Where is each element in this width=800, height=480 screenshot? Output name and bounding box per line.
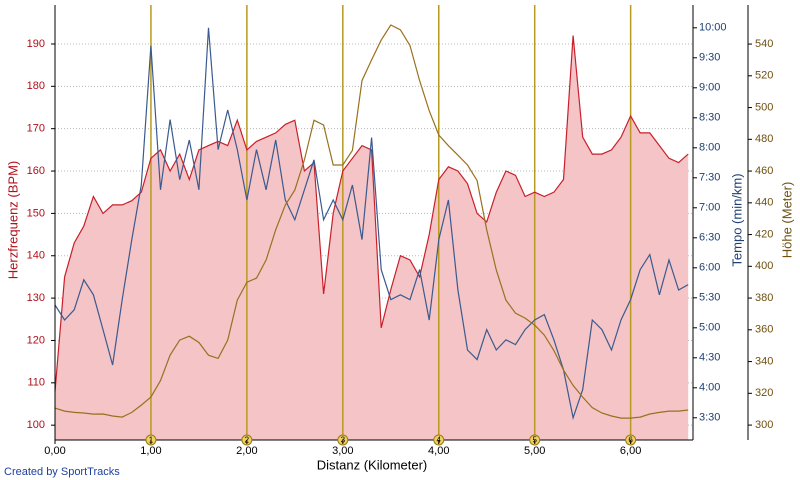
y2-tick-label: 4:00 bbox=[699, 382, 720, 394]
y-tick-label: 130 bbox=[27, 292, 45, 304]
y2-tick-label: 9:00 bbox=[699, 82, 720, 94]
y2-tick-label: 8:30 bbox=[699, 112, 720, 124]
y3-tick-label: 540 bbox=[755, 38, 773, 50]
y2-tick-label: 4:30 bbox=[699, 352, 720, 364]
y3-tick-label: 520 bbox=[755, 70, 773, 82]
y-tick-label: 110 bbox=[27, 377, 45, 389]
y3-tick-label: 360 bbox=[755, 324, 773, 336]
y3-tick-label: 320 bbox=[755, 387, 773, 399]
y-tick-label: 160 bbox=[27, 165, 45, 177]
x-tick-label: 5,00 bbox=[524, 445, 545, 457]
y2-axis-label: Tempo (min/km) bbox=[729, 173, 744, 266]
y2-tick-label: 9:30 bbox=[699, 52, 720, 64]
y3-tick-label: 380 bbox=[755, 292, 773, 304]
y3-tick-label: 500 bbox=[755, 101, 773, 113]
y3-tick-label: 460 bbox=[755, 165, 773, 177]
series-line bbox=[54, 24, 689, 419]
y2-tick-label: 10:00 bbox=[699, 22, 727, 34]
y3-tick-label: 440 bbox=[755, 197, 773, 209]
y3-tick-label: 420 bbox=[755, 228, 773, 240]
y3-tick-label: 400 bbox=[755, 260, 773, 272]
y2-tick-label: 8:00 bbox=[699, 142, 720, 154]
credit: Created by SportTracks bbox=[4, 466, 120, 478]
y-tick-label: 190 bbox=[27, 38, 45, 50]
x-tick-label: 3,00 bbox=[332, 445, 353, 457]
y2-tick-label: 6:30 bbox=[699, 232, 720, 244]
y-tick-label: 100 bbox=[27, 419, 45, 431]
x-tick-label: 6,00 bbox=[620, 445, 641, 457]
x-tick-label: 0,00 bbox=[44, 445, 65, 457]
y3-axis-label: Höhe (Meter) bbox=[779, 182, 794, 259]
series-line bbox=[54, 27, 689, 421]
y2-tick-label: 7:30 bbox=[699, 172, 720, 184]
y3-tick-label: 300 bbox=[755, 419, 773, 431]
y-tick-label: 170 bbox=[27, 123, 45, 135]
area-fill bbox=[55, 35, 689, 441]
y-tick-label: 140 bbox=[27, 250, 45, 262]
y2-tick-label: 5:30 bbox=[699, 292, 720, 304]
y-tick-label: 120 bbox=[27, 334, 45, 346]
series-line bbox=[54, 35, 689, 392]
y3-tick-label: 340 bbox=[755, 355, 773, 367]
y2-tick-label: 6:00 bbox=[699, 262, 720, 274]
x-tick-label: 1,00 bbox=[140, 445, 161, 457]
y-tick-label: 150 bbox=[27, 207, 45, 219]
x-tick-label: 4,00 bbox=[428, 445, 449, 457]
y-axis-label: Herzfrequenz (BPM) bbox=[5, 161, 20, 279]
y2-tick-label: 5:00 bbox=[699, 322, 720, 334]
y3-tick-label: 480 bbox=[755, 133, 773, 145]
x-axis-label: Distanz (Kilometer) bbox=[317, 457, 428, 472]
y2-tick-label: 7:00 bbox=[699, 202, 720, 214]
y2-tick-label: 3:30 bbox=[699, 412, 720, 424]
y-tick-label: 180 bbox=[27, 80, 45, 92]
x-tick-label: 2,00 bbox=[236, 445, 257, 457]
